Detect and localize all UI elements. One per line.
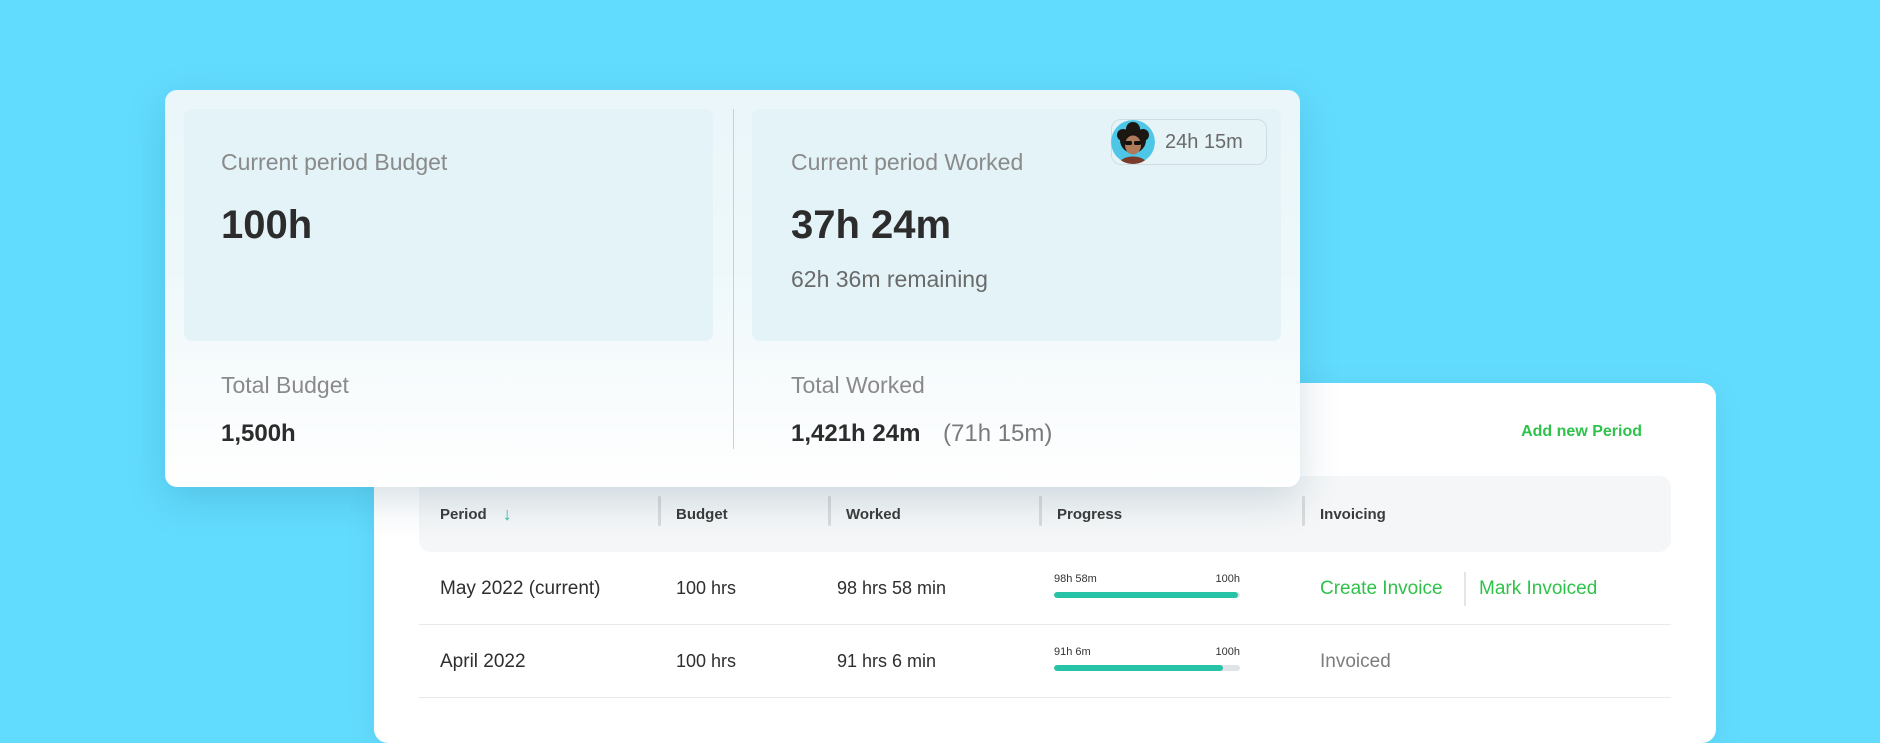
column-separator [658, 496, 661, 526]
column-header-period-label: Period [440, 505, 487, 523]
progress-total: 100h [1215, 646, 1240, 658]
row-period: May 2022 (current) [440, 577, 601, 599]
row-budget: 100 hrs [676, 578, 737, 598]
current-budget-label: Current period Budget [221, 149, 448, 175]
current-worked-value: 37h 24m [791, 203, 952, 247]
column-header-worked: Worked [846, 505, 901, 523]
table-header: Period ↓ Budget Worked Progress Invoicin… [419, 476, 1671, 552]
row-budget: 100 hrs [676, 651, 737, 671]
progress-track [1054, 592, 1240, 598]
column-header-budget: Budget [676, 505, 728, 523]
progress-track [1054, 665, 1240, 671]
progress-used: 91h 6m [1054, 646, 1091, 658]
create-invoice-button[interactable]: Create Invoice [1320, 552, 1443, 625]
total-budget-value: 1,500h [221, 420, 296, 447]
progress-fill [1054, 665, 1224, 671]
summary-divider [733, 109, 734, 449]
current-budget-value: 100h [221, 203, 313, 247]
total-worked-value: 1,421h 24m [791, 420, 921, 447]
invoicing-status: Invoiced [1320, 625, 1391, 698]
summary-card: Current period Budget 100h Total Budget … [165, 90, 1300, 487]
add-new-period-button[interactable]: Add new Period [1521, 423, 1642, 440]
column-header-progress: Progress [1057, 505, 1123, 523]
remaining-hours: 62h 36m remaining [791, 266, 988, 292]
total-worked-label: Total Worked [791, 372, 925, 398]
column-header-period[interactable]: Period ↓ [440, 476, 512, 552]
user-avatar [1111, 120, 1155, 164]
table-row: April 2022 100 hrs 91 hrs 6 min 91h 6m 1… [419, 625, 1671, 698]
user-hours-chip[interactable]: 24h 15m [1111, 119, 1267, 165]
progress-total: 100h [1215, 573, 1240, 585]
total-worked-extra: (71h 15m) [943, 420, 1053, 447]
current-worked-label: Current period Worked [791, 149, 1024, 175]
column-separator [1302, 496, 1305, 526]
arrow-down-icon[interactable]: ↓ [502, 503, 512, 524]
column-separator [828, 496, 831, 526]
invoice-separator [1464, 572, 1466, 606]
row-period: April 2022 [440, 650, 526, 672]
row-progress: 98h 58m 100h [1054, 573, 1240, 598]
avatar-icon [1111, 120, 1155, 164]
row-worked: 91 hrs 6 min [837, 651, 937, 671]
progress-used: 98h 58m [1054, 573, 1097, 585]
current-budget-panel [184, 109, 713, 341]
table-row: May 2022 (current) 100 hrs 98 hrs 58 min… [419, 552, 1671, 625]
column-separator [1039, 496, 1042, 526]
progress-fill [1054, 592, 1239, 598]
row-progress: 91h 6m 100h [1054, 646, 1240, 671]
row-worked: 98 hrs 58 min [837, 578, 947, 598]
mark-invoiced-label: Mark Invoiced [1479, 577, 1598, 599]
total-budget-label: Total Budget [221, 372, 349, 398]
column-header-invoicing: Invoicing [1320, 505, 1386, 523]
create-invoice-label: Create Invoice [1320, 577, 1443, 599]
mark-invoiced-button[interactable]: Mark Invoiced [1479, 552, 1597, 625]
user-hours: 24h 15m [1165, 130, 1243, 153]
invoiced-status-label: Invoiced [1320, 650, 1391, 672]
